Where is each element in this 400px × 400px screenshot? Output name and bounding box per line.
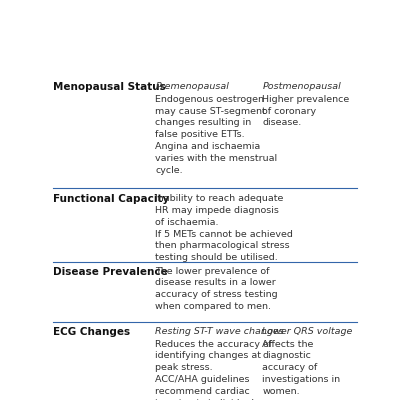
Text: The lower prevalence of
disease results in a lower
accuracy of stress testing
wh: The lower prevalence of disease results …: [155, 267, 278, 311]
Text: Premenopausal: Premenopausal: [155, 82, 229, 91]
Text: Endogenous oestrogen
may cause ST-segment
changes resulting in
false positive ET: Endogenous oestrogen may cause ST-segmen…: [155, 95, 278, 175]
Text: Higher prevalence
of coronary
disease.: Higher prevalence of coronary disease.: [262, 95, 350, 128]
Text: Resting ST-T wave changes: Resting ST-T wave changes: [155, 327, 284, 336]
Text: Postmenopausal: Postmenopausal: [262, 82, 341, 91]
Text: Lower QRS voltage: Lower QRS voltage: [262, 327, 353, 336]
Text: ECG Changes: ECG Changes: [53, 327, 130, 337]
Text: Menopausal Status: Menopausal Status: [53, 82, 166, 92]
Text: Disease Prevalence: Disease Prevalence: [53, 267, 168, 277]
Text: Affects the
diagnostic
accuracy of
investigations in
women.: Affects the diagnostic accuracy of inves…: [262, 340, 340, 396]
Text: Reduces the accuracy of
identifying changes at
peak stress.
ACC/AHA guidelines
r: Reduces the accuracy of identifying chan…: [155, 340, 272, 400]
Text: Functional Capacity: Functional Capacity: [53, 194, 169, 204]
Text: Inability to reach adequate
HR may impede diagnosis
of ischaemia.
If 5 METs cann: Inability to reach adequate HR may imped…: [155, 194, 293, 262]
